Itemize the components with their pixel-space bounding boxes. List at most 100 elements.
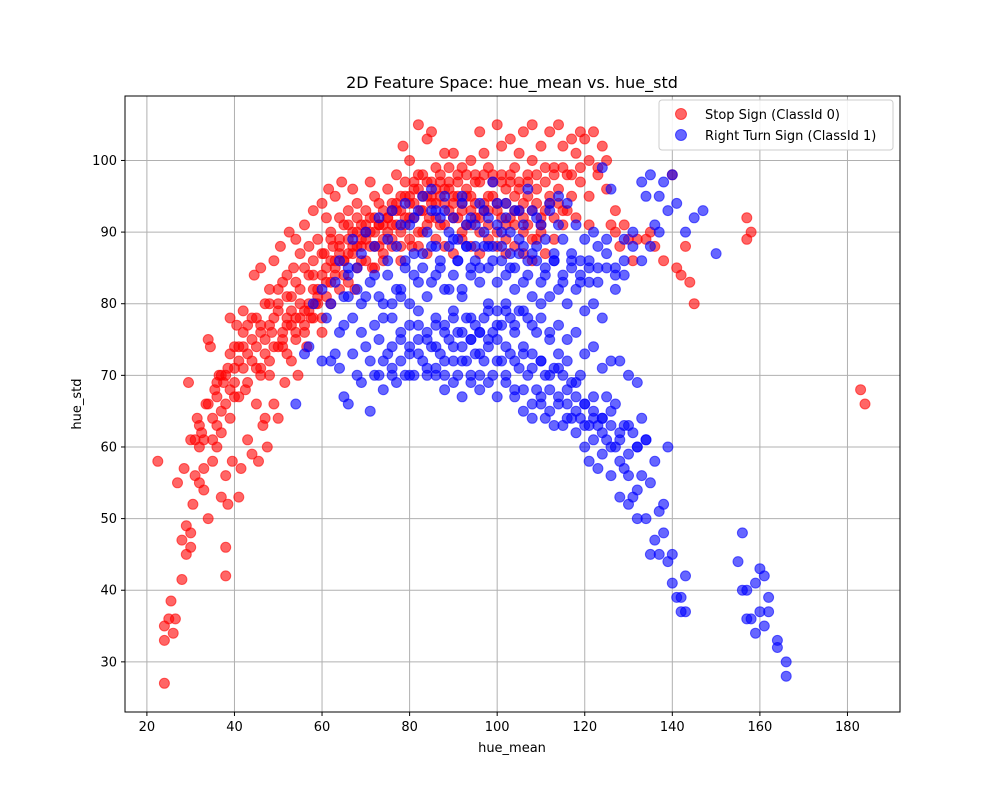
- data-point: [526, 319, 538, 331]
- data-point: [386, 341, 398, 353]
- data-point: [535, 391, 547, 403]
- data-point: [226, 455, 238, 467]
- data-point: [369, 240, 381, 252]
- data-point: [680, 570, 691, 582]
- data-point: [323, 183, 335, 195]
- data-point: [631, 441, 643, 453]
- data-point: [465, 312, 477, 324]
- data-point: [204, 341, 216, 353]
- data-point: [373, 334, 385, 345]
- data-point: [561, 334, 573, 345]
- data-point: [281, 348, 293, 360]
- data-point: [535, 298, 547, 310]
- data-point: [500, 305, 512, 317]
- data-point: [509, 205, 521, 217]
- data-point: [666, 169, 678, 181]
- data-point: [377, 355, 389, 367]
- data-point: [382, 269, 394, 281]
- data-point: [198, 484, 210, 496]
- data-point: [290, 276, 302, 288]
- data-point: [601, 391, 613, 403]
- y-tick-label: 100: [92, 154, 117, 169]
- data-point: [342, 219, 354, 231]
- data-point: [666, 577, 678, 589]
- data-point: [526, 291, 538, 303]
- y-tick-label: 50: [100, 512, 117, 527]
- x-tick-label: 80: [401, 720, 418, 735]
- data-point: [526, 412, 538, 424]
- data-point: [439, 190, 451, 202]
- data-point: [465, 155, 477, 166]
- data-point: [198, 463, 210, 474]
- data-point: [859, 398, 871, 410]
- data-point: [395, 355, 407, 367]
- data-point: [408, 212, 420, 224]
- data-point: [290, 334, 302, 345]
- data-point: [220, 541, 232, 553]
- data-point: [404, 298, 416, 310]
- data-point: [325, 298, 337, 310]
- data-point: [522, 269, 534, 281]
- data-point: [443, 226, 455, 238]
- data-point: [307, 205, 319, 217]
- data-point: [408, 176, 420, 188]
- data-point: [391, 283, 402, 295]
- data-point: [644, 240, 656, 252]
- data-point: [172, 477, 183, 489]
- data-point: [351, 283, 363, 295]
- data-point: [391, 169, 402, 181]
- data-point: [386, 298, 398, 310]
- data-point: [207, 434, 219, 446]
- data-point: [268, 341, 280, 353]
- data-point: [522, 183, 534, 195]
- data-point: [456, 197, 468, 209]
- data-point: [482, 377, 494, 388]
- x-tick-label: 100: [485, 720, 510, 735]
- data-point: [404, 369, 416, 381]
- data-point: [274, 240, 286, 252]
- data-point: [517, 348, 529, 360]
- legend-box: [658, 99, 894, 151]
- data-point: [557, 233, 569, 245]
- data-point: [583, 455, 595, 467]
- data-point: [596, 448, 608, 460]
- data-point: [325, 233, 337, 245]
- data-point: [220, 470, 232, 482]
- data-point: [544, 326, 556, 338]
- data-point: [224, 312, 236, 324]
- data-point: [152, 455, 164, 467]
- data-point: [426, 183, 437, 195]
- data-point: [439, 355, 451, 367]
- data-point: [255, 262, 267, 274]
- data-point: [158, 634, 170, 646]
- data-point: [439, 283, 451, 295]
- data-point: [355, 326, 367, 338]
- data-point: [347, 312, 359, 324]
- data-point: [539, 233, 551, 245]
- data-point: [447, 341, 459, 353]
- data-point: [509, 190, 521, 202]
- data-point: [281, 269, 293, 281]
- data-point: [496, 140, 508, 152]
- data-point: [430, 341, 442, 353]
- data-point: [596, 140, 608, 152]
- data-point: [658, 255, 670, 267]
- data-point: [474, 276, 486, 288]
- data-point: [351, 197, 363, 209]
- data-point: [588, 298, 599, 310]
- data-point: [231, 319, 243, 331]
- data-point: [579, 305, 591, 317]
- data-point: [579, 348, 591, 360]
- data-point: [640, 434, 652, 446]
- data-point: [561, 384, 573, 396]
- data-point: [579, 441, 591, 453]
- data-point: [566, 262, 578, 274]
- data-point: [443, 176, 455, 188]
- data-point: [237, 341, 249, 353]
- data-point: [351, 212, 363, 224]
- data-point: [248, 269, 260, 281]
- data-point: [623, 448, 634, 460]
- data-point: [439, 326, 451, 338]
- data-point: [187, 498, 199, 510]
